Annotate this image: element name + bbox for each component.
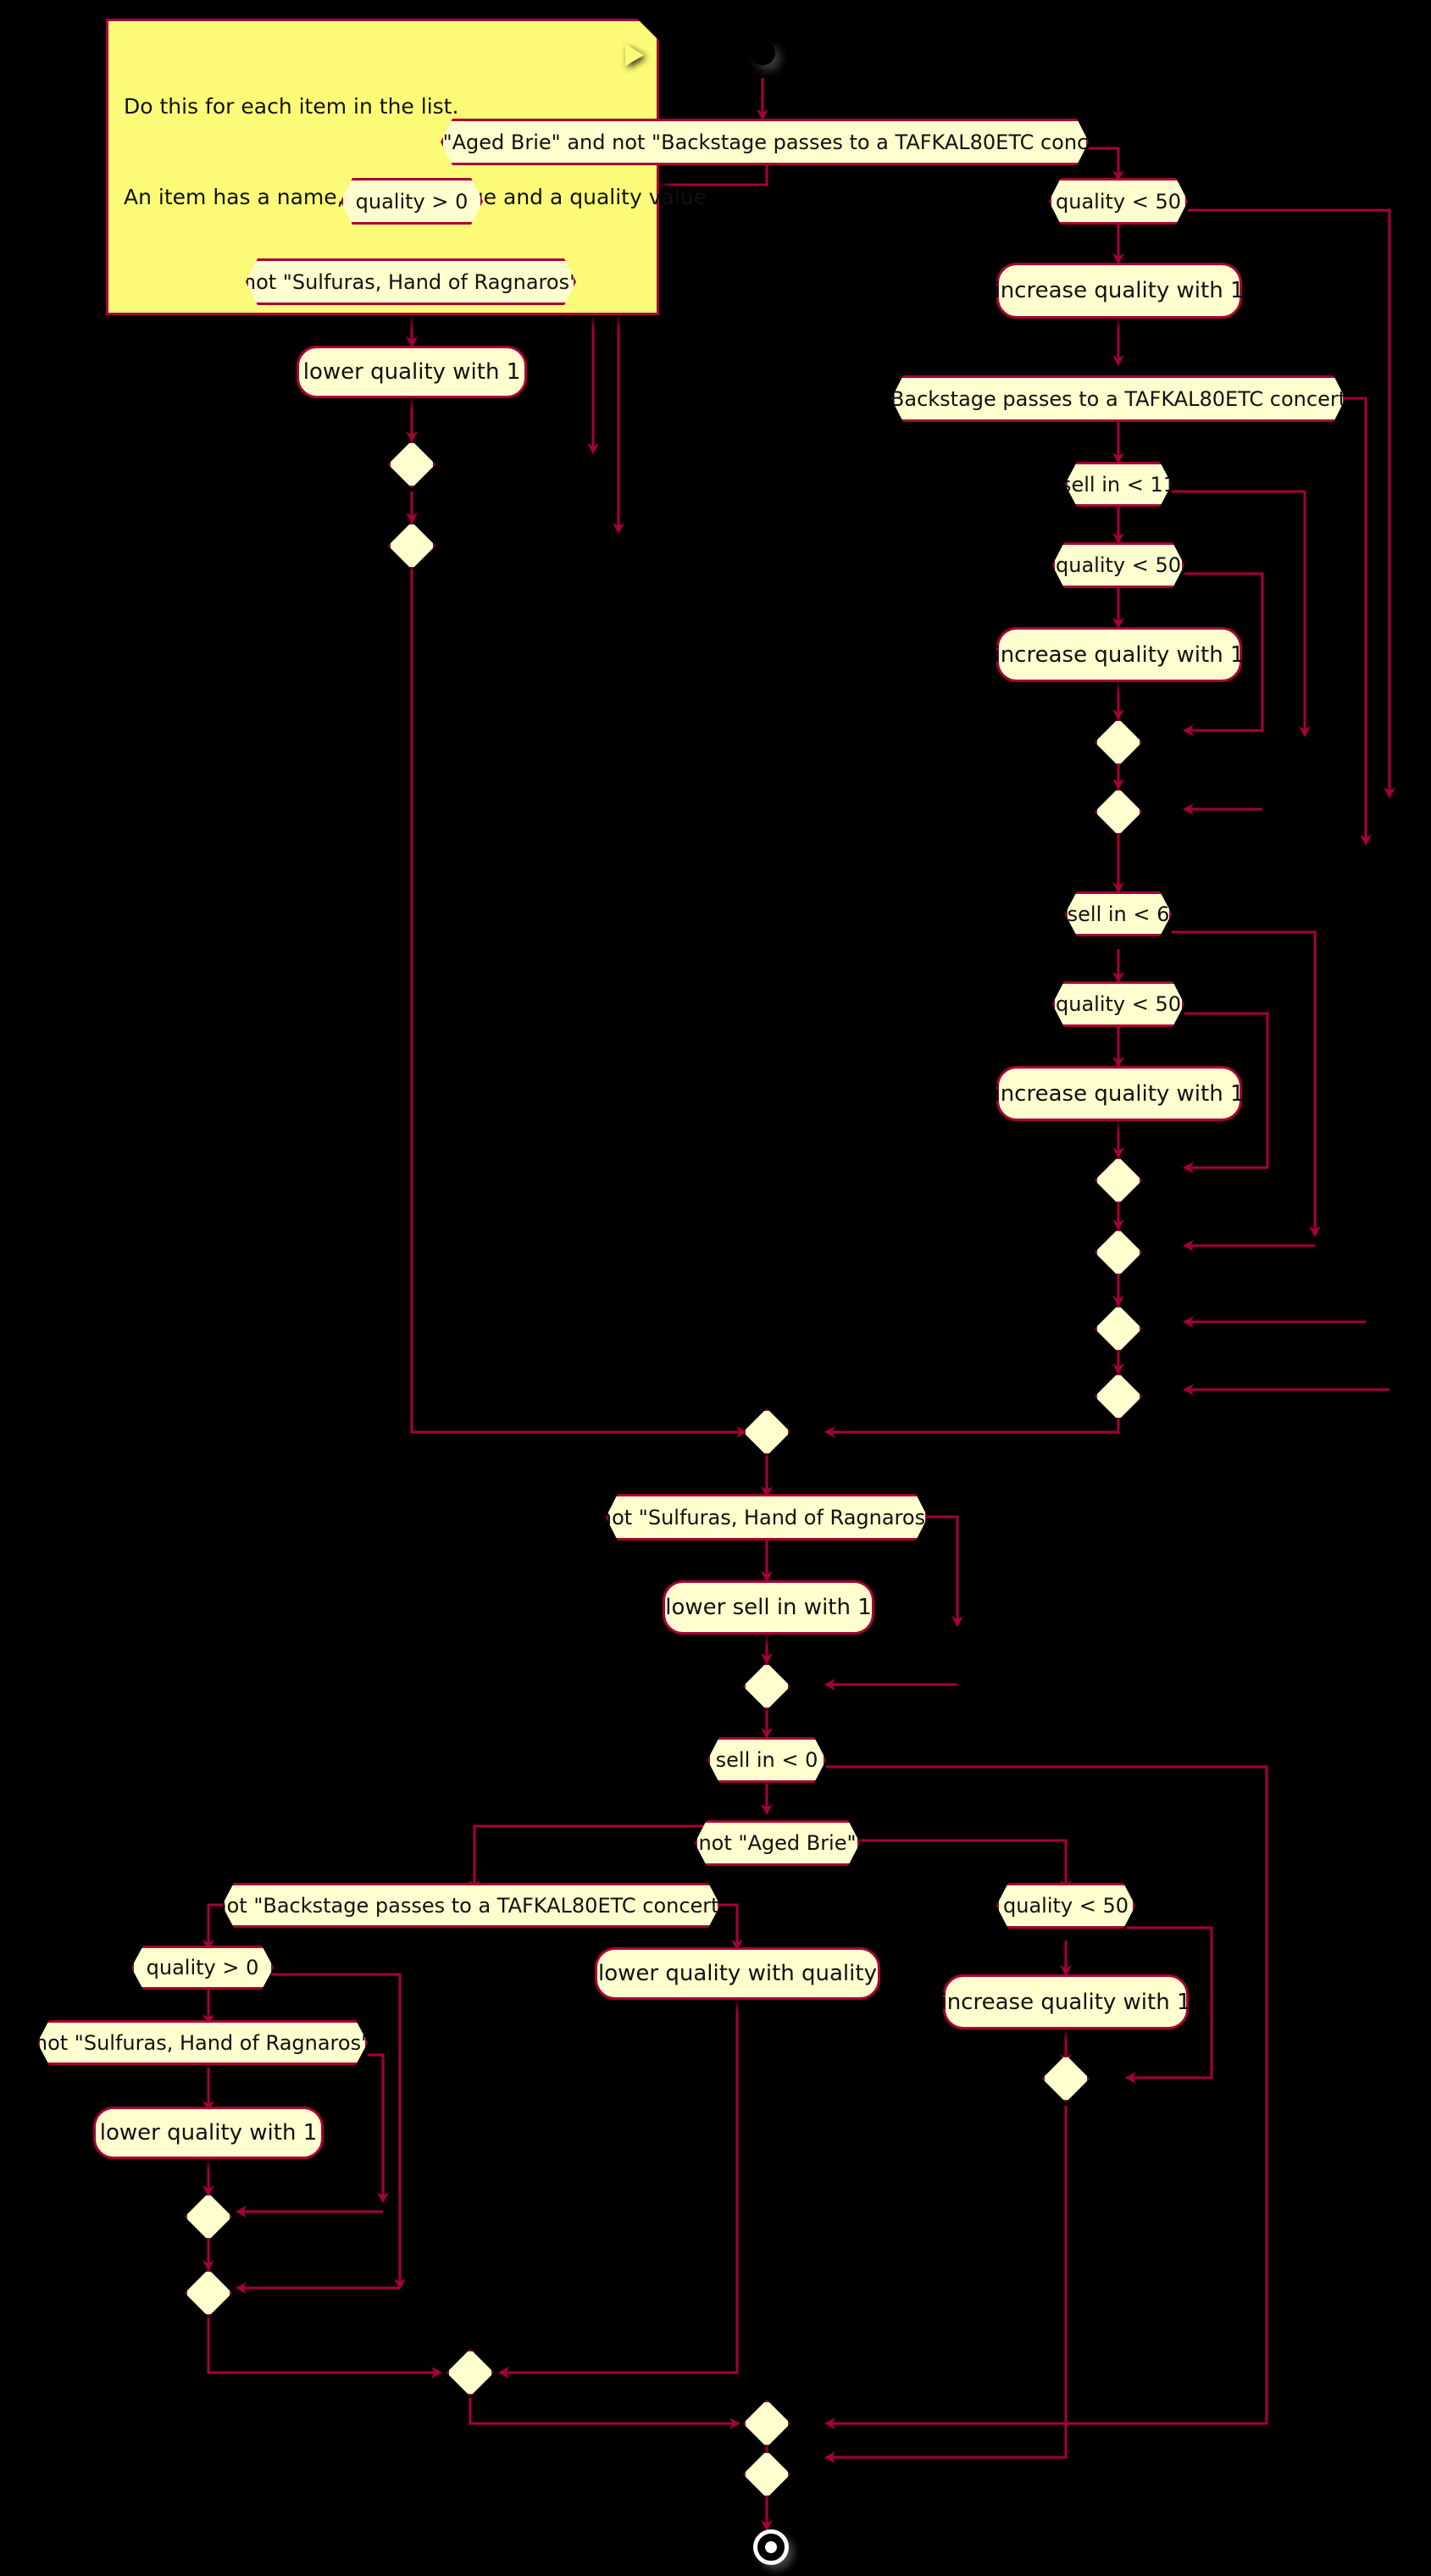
condition-not-sulfuras-top[interactable]: not "Sulfuras, Hand of Ragnaros" bbox=[246, 258, 576, 305]
condition-label: "Backstage passes to a TAFKAL80ETC conce… bbox=[880, 386, 1356, 411]
condition-not-aged-brie[interactable]: not "Aged Brie" bbox=[695, 1820, 860, 1866]
start-node bbox=[750, 40, 775, 65]
condition-label: not "Backstage passes to a TAFKAL80ETC c… bbox=[214, 1893, 729, 1918]
activity-label: lower sell in with 1 bbox=[665, 1595, 872, 1620]
condition-sell-in-lt-0[interactable]: sell in < 0 bbox=[707, 1737, 826, 1783]
condition-quality-lt-50-top[interactable]: quality < 50 bbox=[1049, 178, 1188, 225]
condition-label: sell in < 11 bbox=[1060, 472, 1177, 497]
condition-quality-gt-0-bottom[interactable]: quality > 0 bbox=[131, 1946, 274, 1990]
condition-label: not "Sulfuras, Hand of Ragnaros" bbox=[598, 1505, 935, 1530]
activity-label: increase quality with 1 bbox=[940, 1989, 1191, 2015]
activity-lower-sell-in-with-1[interactable]: lower sell in with 1 bbox=[663, 1580, 874, 1635]
condition-quality-gt-0-top[interactable]: quality > 0 bbox=[341, 178, 483, 225]
activity-label: lower quality with 1 bbox=[99, 2120, 318, 2146]
condition-not-sulfuras-mid[interactable]: not "Sulfuras, Hand of Ragnaros" bbox=[606, 1494, 928, 1541]
condition-label: not "Aged Brie" bbox=[698, 1831, 857, 1855]
condition-sell-in-lt-11[interactable]: sell in < 11 bbox=[1065, 462, 1172, 507]
condition-label: sell in < 6 bbox=[1067, 902, 1170, 926]
condition-not-aged-brie-and-not-backstage[interactable]: not "Aged Brie" and not "Backstage passe… bbox=[441, 119, 1089, 165]
activity-increase-quality-with-1-bottom[interactable]: increase quality with 1 bbox=[940, 1974, 1191, 2029]
condition-not-sulfuras-bottom[interactable]: not "Sulfuras, Hand of Ragnaros" bbox=[37, 2020, 368, 2065]
activity-label: lower quality with quality bbox=[598, 1961, 877, 1986]
condition-quality-lt-50-bottom[interactable]: quality < 50 bbox=[996, 1883, 1135, 1929]
activity-label: lower quality with 1 bbox=[302, 359, 521, 385]
condition-label: quality > 0 bbox=[146, 1956, 259, 1979]
activity-label: increase quality with 1 bbox=[994, 641, 1245, 668]
condition-label: quality < 50 bbox=[1003, 1894, 1129, 1918]
condition-backstage-passes[interactable]: "Backstage passes to a TAFKAL80ETC conce… bbox=[891, 375, 1345, 422]
note-fold-corner-icon bbox=[637, 19, 659, 41]
activity-lower-quality-with-quality[interactable]: lower quality with quality bbox=[595, 1947, 880, 2000]
end-node-inner-dot-icon bbox=[765, 2541, 777, 2553]
activity-lower-quality-with-1-bottom[interactable]: lower quality with 1 bbox=[93, 2107, 324, 2159]
note-line-1: Do this for each item in the list. bbox=[124, 94, 459, 119]
condition-quality-lt-50-sell11[interactable]: quality < 50 bbox=[1052, 542, 1184, 588]
condition-label: quality > 0 bbox=[355, 189, 469, 214]
condition-quality-lt-50-sell6[interactable]: quality < 50 bbox=[1052, 981, 1184, 1027]
condition-label: not "Aged Brie" and not "Backstage passe… bbox=[402, 130, 1127, 154]
activity-lower-quality-with-1-top[interactable]: lower quality with 1 bbox=[297, 346, 527, 398]
condition-label: not "Sulfuras, Hand of Ragnaros" bbox=[34, 2030, 371, 2055]
activity-label: increase quality with 1 bbox=[994, 278, 1245, 303]
end-node bbox=[753, 2529, 789, 2565]
note-line-2: An item has a name, a sell in value and … bbox=[124, 184, 707, 209]
condition-not-backstage-bottom[interactable]: not "Backstage passes to a TAFKAL80ETC c… bbox=[222, 1883, 720, 1928]
condition-label: quality < 50 bbox=[1056, 992, 1182, 1016]
activity-increase-quality-with-1-sell6[interactable]: increase quality with 1 bbox=[994, 1066, 1245, 1121]
condition-label: quality < 50 bbox=[1056, 553, 1182, 577]
condition-sell-in-lt-6[interactable]: sell in < 6 bbox=[1065, 891, 1172, 936]
note-anchor-icon bbox=[625, 44, 644, 66]
activity-increase-quality-with-1-sell11[interactable]: increase quality with 1 bbox=[994, 627, 1245, 682]
activity-label: increase quality with 1 bbox=[994, 1080, 1245, 1107]
activity-increase-quality-with-1-top[interactable]: increase quality with 1 bbox=[994, 263, 1245, 319]
condition-label: sell in < 0 bbox=[715, 1748, 818, 1772]
condition-label: quality < 50 bbox=[1056, 189, 1182, 214]
condition-label: not "Sulfuras, Hand of Ragnaros" bbox=[242, 269, 580, 294]
